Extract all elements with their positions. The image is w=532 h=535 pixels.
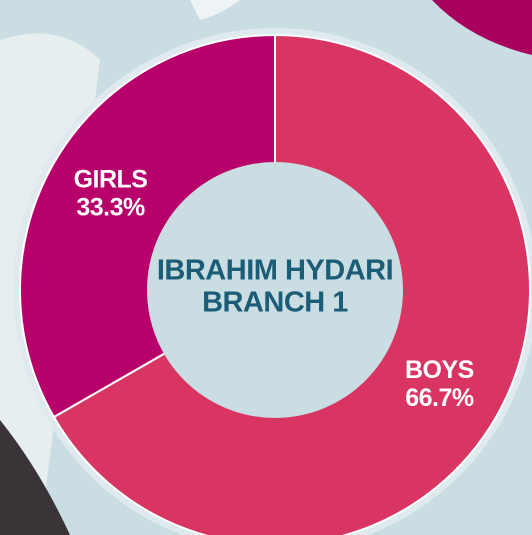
chart: BOYS66.7% GIRLS33.3% IBRAHIM HYDARI BRANC…: [0, 0, 532, 535]
slice-value: 66.7%: [405, 384, 474, 412]
slice-label: GIRLS: [74, 165, 148, 193]
slice-label: BOYS: [405, 356, 474, 384]
page: BOYS66.7% GIRLS33.3% IBRAHIM HYDARI BRANC…: [0, 0, 532, 535]
center-title: IBRAHIM HYDARI: [157, 255, 393, 287]
center-title: BRANCH 1: [202, 287, 348, 319]
slice-value: 33.3%: [76, 193, 145, 221]
